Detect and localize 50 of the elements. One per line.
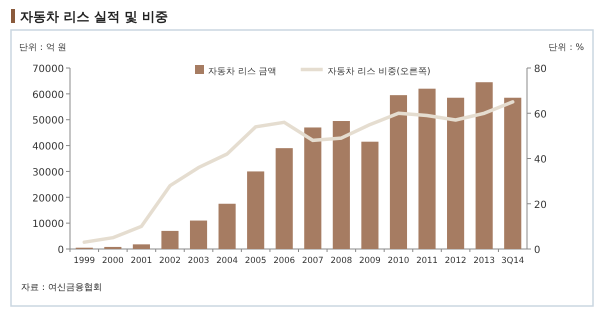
bar: [161, 230, 179, 249]
x-tick-label: 2012: [444, 256, 466, 266]
x-tick-label: 3Q14: [501, 256, 524, 266]
bar: [504, 98, 522, 249]
x-tick-label: 2001: [130, 256, 152, 266]
x-tick-label: 2006: [273, 256, 296, 266]
x-tick-label: 2009: [359, 256, 381, 266]
y2-tick-label: 20: [534, 200, 547, 211]
y-tick-label: 60000: [32, 90, 64, 101]
bar: [218, 204, 236, 249]
y2-axis-title: 단위 : %: [548, 43, 584, 53]
line-series: [82, 100, 514, 244]
x-tick-label: 2000: [102, 256, 124, 266]
text: 자료 : 여신금융협회: [21, 283, 102, 293]
x-tick-label: 2013: [473, 256, 495, 266]
y-tick-label: 10000: [32, 219, 64, 230]
x-tick-label: 2007: [302, 256, 324, 266]
chart-title: 자동차 리스 실적 및 비중: [20, 10, 168, 25]
y-tick-label: 40000: [32, 142, 64, 153]
bar: [276, 148, 293, 249]
bar: [361, 142, 378, 249]
x-tick-label: 2010: [388, 256, 410, 266]
y2-tick-label: 80: [534, 64, 547, 75]
x-tick-label: 1999: [73, 256, 96, 266]
bar: [332, 121, 350, 249]
x-tick-label: 2004: [216, 256, 238, 266]
bar: [132, 244, 150, 249]
bar: [247, 171, 264, 249]
y2-tick-label: 60: [534, 109, 547, 120]
y-tick-label: 50000: [32, 116, 64, 127]
x-tick-label: 2008: [330, 256, 352, 266]
y2-tick-label: 40: [534, 154, 547, 166]
y2-tick-label: 0: [534, 245, 540, 256]
y-axis-title: 단위 : 억 원: [19, 43, 67, 53]
y-tick-label: 20000: [32, 193, 64, 204]
bar: [476, 82, 493, 249]
y-tick-label: 70000: [32, 64, 64, 75]
bar: [418, 88, 436, 249]
legend-label: 자동차 리스 비중(오른쪽): [328, 67, 430, 77]
x-tick-label: 2002: [159, 256, 181, 266]
bar: [304, 127, 322, 249]
x-tick-label: 2003: [188, 256, 210, 266]
x-tick-label: 2011: [416, 256, 438, 266]
y-tick-label: 0: [58, 245, 64, 256]
x-tick-label: 2005: [244, 256, 266, 266]
bar: [447, 98, 464, 249]
legend-label: 자동차 리스 금액: [208, 67, 277, 77]
bar: [390, 95, 408, 249]
bar: [190, 220, 208, 249]
y-tick-label: 30000: [32, 167, 64, 178]
